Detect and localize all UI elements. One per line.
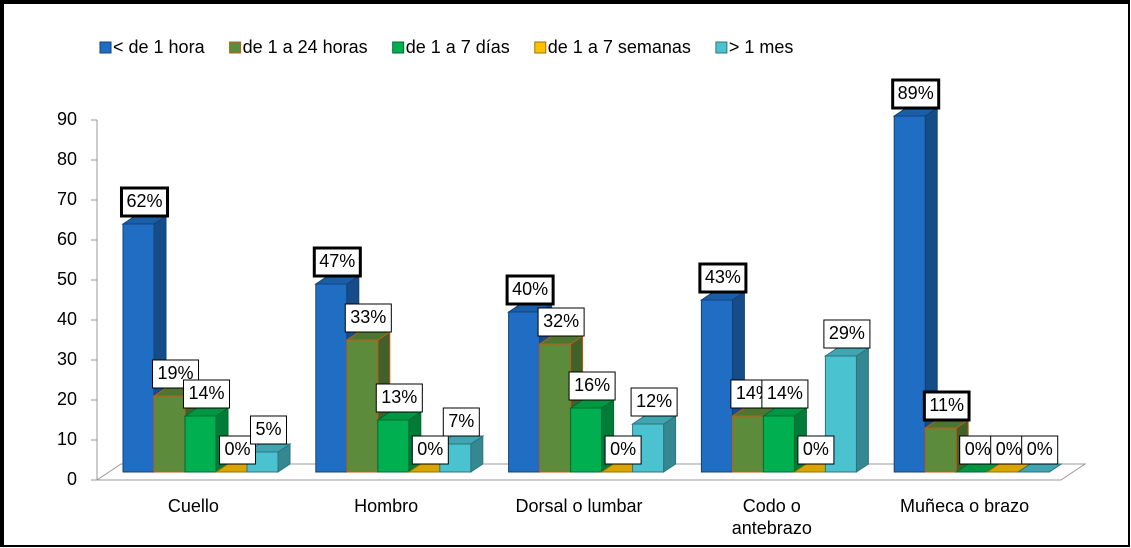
- bar: [892, 107, 939, 473]
- value-label-box: [922, 390, 971, 422]
- x-tick-label: Muñeca o brazo: [900, 496, 1030, 516]
- legend-swatch: [392, 41, 405, 54]
- bar-face: [731, 415, 764, 473]
- value-label: 47%: [319, 251, 355, 271]
- value-label: 32%: [543, 311, 579, 331]
- bar: [245, 443, 292, 473]
- value-label: 5%: [255, 419, 281, 439]
- y-tick-label: 10: [57, 429, 77, 449]
- value-label-box: [505, 274, 555, 306]
- value-label-box: [761, 379, 809, 409]
- value-label-box: [630, 387, 678, 417]
- value-label: 7%: [448, 411, 474, 431]
- y-tick-label: 30: [57, 349, 77, 369]
- value-label: 0%: [610, 439, 636, 459]
- bar-face: [315, 283, 348, 473]
- bar-face: [570, 407, 603, 473]
- value-label-box: [344, 303, 392, 333]
- x-tick-label: Dorsal o lumbar: [515, 496, 643, 516]
- legend-swatch: [534, 41, 547, 54]
- y-tick-label: 40: [57, 309, 77, 329]
- y-tick-label: 70: [57, 189, 77, 209]
- bar-face: [762, 415, 795, 473]
- value-label: 14%: [188, 383, 224, 403]
- legend-label: < de 1 hora: [113, 37, 206, 57]
- value-label: 13%: [381, 387, 417, 407]
- value-label-box: [312, 246, 362, 278]
- bar-face: [893, 115, 926, 473]
- y-tick-label: 20: [57, 389, 77, 409]
- value-label: 43%: [705, 267, 741, 287]
- y-tick-label: 0: [67, 469, 77, 489]
- bar-face: [700, 299, 733, 473]
- bar-face: [924, 427, 957, 473]
- value-label: 89%: [898, 83, 934, 103]
- bar-face: [508, 311, 541, 473]
- bar-face: [377, 419, 410, 473]
- x-tick-label: Codo o antebrazo: [731, 496, 812, 538]
- value-label: 33%: [350, 307, 386, 327]
- value-label-box: [604, 435, 642, 465]
- value-label: 14%: [767, 383, 803, 403]
- value-label: 0%: [417, 439, 443, 459]
- y-tick-label: 50: [57, 269, 77, 289]
- value-label-box: [990, 435, 1028, 465]
- legend-swatch: [99, 41, 112, 54]
- legend-label: > 1 mes: [729, 37, 794, 57]
- bar-face: [855, 347, 869, 473]
- value-label: 0%: [803, 439, 829, 459]
- bar-face: [539, 343, 572, 473]
- legend-swatch: [715, 41, 728, 54]
- value-label: 29%: [829, 323, 865, 343]
- y-tick-label: 60: [57, 229, 77, 249]
- value-label-box: [411, 435, 449, 465]
- legend-label: de 1 a 24 horas: [243, 37, 368, 57]
- value-label-box: [891, 78, 941, 110]
- bar-face: [663, 415, 677, 473]
- x-tick-label: Cuello: [167, 496, 219, 516]
- legend-label: de 1 a 7 días: [406, 37, 510, 57]
- value-label-box: [442, 407, 480, 437]
- x-tick-label: Hombro: [354, 496, 419, 516]
- bar-face: [153, 395, 186, 473]
- bar: [438, 435, 485, 473]
- value-label-box: [119, 186, 170, 218]
- y-tick-label: 80: [57, 149, 77, 169]
- value-label: 11%: [929, 395, 964, 415]
- value-label: 12%: [636, 391, 672, 411]
- bar: [1016, 463, 1063, 473]
- value-label-box: [182, 379, 231, 409]
- value-label: 0%: [224, 439, 250, 459]
- value-label-box: [249, 415, 288, 445]
- legend-label: de 1 a 7 semanas: [548, 37, 691, 57]
- bar-face: [122, 223, 155, 473]
- value-label-box: [823, 319, 871, 349]
- value-label-box: [568, 371, 616, 401]
- value-label: 0%: [1027, 439, 1053, 459]
- value-label-box: [1021, 435, 1059, 465]
- value-label-box: [537, 307, 585, 337]
- value-label: 40%: [512, 279, 548, 299]
- value-label-box: [797, 435, 835, 465]
- bar-face: [184, 415, 217, 473]
- bar-face: [346, 339, 379, 473]
- value-label-box: [959, 435, 997, 465]
- value-label-box: [698, 262, 748, 294]
- y-tick-label: 90: [57, 109, 77, 129]
- value-label: 0%: [996, 439, 1022, 459]
- value-label: 16%: [574, 375, 610, 395]
- legend-swatch: [229, 41, 242, 54]
- value-label: 0%: [965, 439, 991, 459]
- value-label-box: [375, 383, 423, 413]
- value-label: 62%: [126, 191, 162, 211]
- value-label-box: [218, 435, 257, 465]
- value-label: 19%: [157, 363, 193, 383]
